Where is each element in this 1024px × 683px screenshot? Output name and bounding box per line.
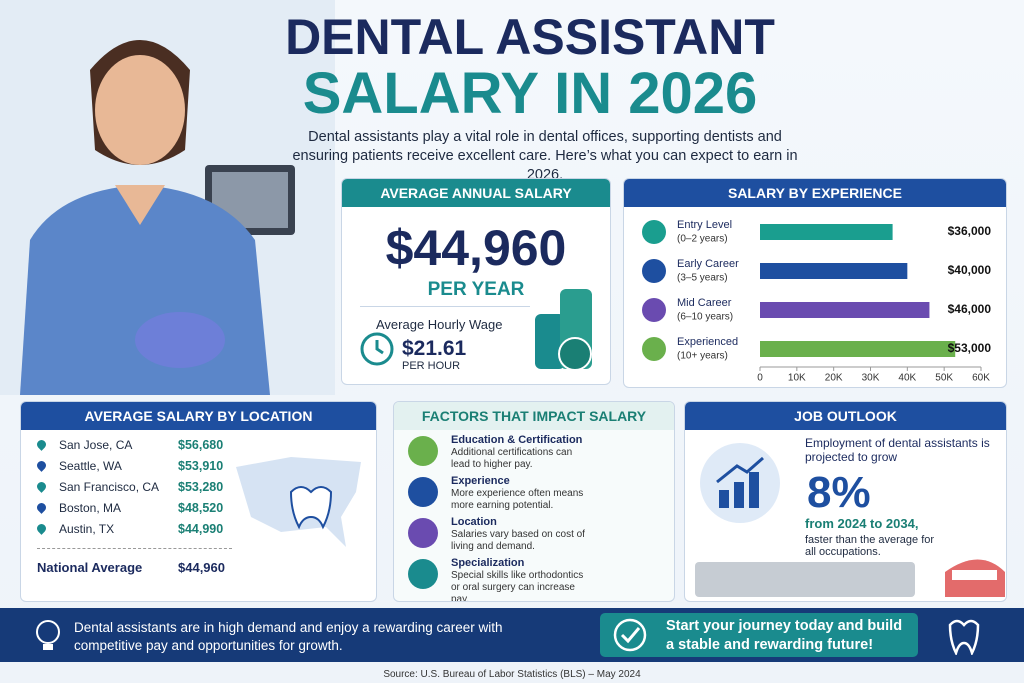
card-heading: AVERAGE ANNUAL SALARY [342, 179, 610, 207]
x-tick-label: 30K [862, 373, 880, 384]
hourly-amount: $21.61 [402, 337, 467, 360]
city-salary: $56,680 [178, 438, 224, 452]
factor-icon [408, 436, 438, 466]
hourly-period: PER HOUR [402, 360, 461, 372]
factor-text: Special skills like orthodontics or oral… [451, 570, 584, 602]
category-sublabel: (3–5 years) [677, 273, 728, 284]
category-label: Early Career [677, 258, 739, 270]
factor-title: Experience [451, 475, 510, 487]
city-salary: $48,520 [178, 501, 224, 515]
photo [0, 0, 335, 395]
factor-icon [408, 559, 438, 589]
card-heading: JOB OUTLOOK [685, 402, 1006, 430]
footer-left: Dental assistants are in high demand and… [74, 620, 503, 653]
source: Source: U.S. Bureau of Labor Statistics … [383, 669, 641, 680]
factor-text: Additional certifications can lead to hi… [451, 447, 573, 470]
tooth-icon [948, 619, 980, 655]
category-label: Experienced [677, 336, 738, 348]
category-label: Mid Career [677, 297, 732, 309]
level-icon [642, 337, 666, 361]
value-label: $36,000 [948, 224, 992, 238]
x-tick-label: 20K [825, 373, 843, 384]
us-map [236, 457, 361, 547]
annual-period: PER YEAR [427, 279, 525, 300]
value-label: $40,000 [948, 263, 992, 277]
card-heading: FACTORS THAT IMPACT SALARY [394, 402, 674, 430]
factor-title: Education & Certification [451, 434, 583, 446]
pin-icon [35, 522, 48, 535]
location-card: AVERAGE SALARY BY LOCATION San Jose, CA $… [20, 401, 377, 602]
bar [760, 263, 908, 279]
city: San Francisco, CA [59, 480, 160, 494]
city: San Jose, CA [59, 438, 133, 452]
check-icon [613, 618, 647, 652]
city-salary: $44,990 [178, 522, 224, 536]
x-tick-label: 50K [935, 373, 953, 384]
x-tick-label: 40K [898, 373, 916, 384]
hourly-label: Average Hourly Wage [376, 317, 503, 332]
bar [760, 302, 930, 318]
coins-icon [535, 289, 592, 371]
growth-icon [700, 443, 780, 523]
outlook-percent: 8% [807, 468, 871, 517]
card-heading: SALARY BY EXPERIENCE [624, 179, 1006, 207]
city-salary: $53,910 [178, 459, 224, 473]
dental-tools [695, 559, 1005, 597]
pin-icon [35, 501, 48, 514]
outlook-card: JOB OUTLOOK Employment of dental assista… [684, 401, 1007, 602]
bar [760, 224, 893, 240]
city: Seattle, WA [59, 459, 122, 473]
outlook-period: from 2024 to 2034, [805, 516, 919, 531]
x-tick-label: 0 [757, 373, 763, 384]
category-sublabel: (10+ years) [677, 351, 728, 362]
pin-icon [35, 480, 48, 493]
bar [760, 341, 956, 357]
national-salary: $44,960 [178, 560, 225, 575]
factor-title: Specialization [451, 557, 525, 569]
experience-card: SALARY BY EXPERIENCE 0 10K 20K 30K 40K 50K 60K… [623, 178, 1007, 388]
city: Boston, MA [59, 501, 122, 515]
category-sublabel: (6–10 years) [677, 312, 733, 323]
level-icon [642, 220, 666, 244]
footer-right: Start your journey today and build a sta… [666, 618, 903, 653]
national-label: National Average [37, 560, 143, 575]
intro: Dental assistants play a vital role in d… [292, 129, 798, 183]
outlook-text: Employment of dental assistants is proje… [805, 436, 990, 464]
factors-card: FACTORS THAT IMPACT SALARY Education & C… [393, 401, 675, 602]
cta-box [600, 613, 918, 657]
category-sublabel: (0–2 years) [677, 234, 728, 245]
value-label: $53,000 [948, 341, 992, 355]
level-icon [642, 259, 666, 283]
factor-icon [408, 518, 438, 548]
x-tick-label: 10K [788, 373, 806, 384]
annual-amount: $44,960 [385, 220, 567, 276]
outlook-note: faster than the average for all occupati… [805, 534, 935, 558]
value-label: $46,000 [948, 302, 992, 316]
title-line-2: SALARY IN 2026 [302, 61, 758, 126]
clock-icon [360, 332, 394, 366]
pin-icon [35, 459, 48, 472]
average-salary-card: AVERAGE ANNUAL SALARY $44,960 PER YEAR A… [341, 178, 611, 385]
factor-text: Salaries vary based on cost of living an… [451, 529, 585, 552]
factor-text: More experience often means more earning… [451, 488, 584, 511]
x-tick-label: 60K [972, 373, 990, 384]
city: Austin, TX [59, 522, 115, 536]
factor-icon [408, 477, 438, 507]
factor-title: Location [451, 516, 497, 528]
category-label: Entry Level [677, 219, 732, 231]
card-heading: AVERAGE SALARY BY LOCATION [21, 402, 376, 430]
level-icon [642, 298, 666, 322]
experience-chart: 0 10K 20K 30K 40K 50K 60K Entry Level (0–2 years… [642, 219, 992, 384]
bulb-icon [36, 620, 60, 650]
city-salary: $53,280 [178, 480, 224, 494]
title-line-1: DENTAL ASSISTANT [285, 9, 775, 65]
pin-icon [35, 438, 48, 451]
